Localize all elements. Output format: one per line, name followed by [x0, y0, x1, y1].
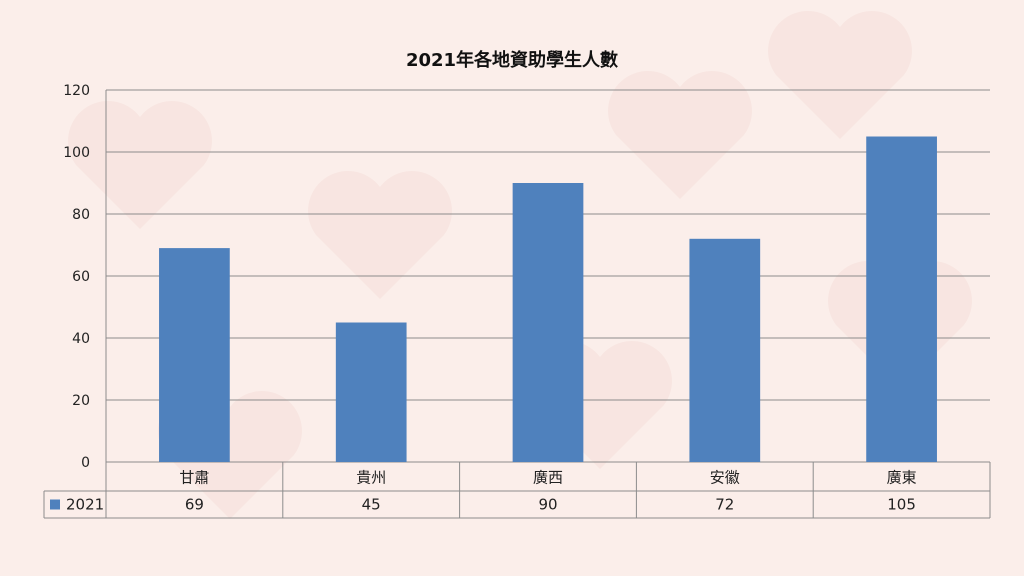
- heart-background-icon: [308, 171, 452, 299]
- bar-貴州: [335, 322, 407, 462]
- data-table-value: 45: [362, 496, 381, 514]
- legend-swatch: [50, 499, 60, 510]
- bar-甘肅: [159, 248, 230, 462]
- data-table-value: 90: [538, 496, 557, 514]
- y-axis: 0 20 40 60 80 100 120: [63, 83, 107, 471]
- chart-title: 2021年各地資助學生人數: [405, 50, 619, 71]
- data-table-value: 72: [715, 496, 734, 514]
- legend-series-name: 2021: [66, 496, 104, 514]
- category-label: 貴州: [356, 469, 386, 487]
- y-tick-label: 100: [63, 145, 90, 161]
- y-tick-label: 0: [81, 455, 90, 471]
- data-table: 甘肅 貴州 廣西 安徽 廣東 2021 69 45 90 72 105: [43, 462, 991, 519]
- y-tick-label: 120: [63, 83, 90, 99]
- category-label: 甘肅: [179, 469, 209, 487]
- data-table-value: 105: [887, 496, 916, 514]
- bar-安徽: [689, 238, 761, 462]
- heart-background-icon: [608, 71, 752, 199]
- category-label: 安徽: [710, 469, 740, 487]
- bars: [159, 136, 937, 462]
- category-label: 廣東: [887, 469, 917, 487]
- category-label: 廣西: [533, 469, 563, 487]
- y-tick-label: 60: [72, 269, 90, 285]
- bar-廣東: [866, 136, 937, 462]
- y-tick-label: 20: [72, 393, 90, 409]
- y-tick-label: 80: [72, 207, 90, 223]
- data-table-value: 69: [185, 496, 204, 514]
- heart-background-icon: [768, 11, 912, 139]
- y-tick-label: 40: [72, 331, 90, 347]
- bar-廣西: [512, 183, 584, 462]
- heart-background-icon: [68, 101, 212, 229]
